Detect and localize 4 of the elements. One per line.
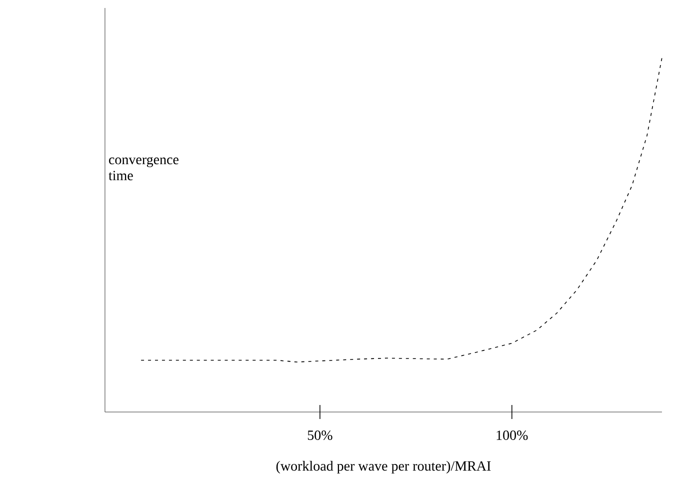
x-tick-label: 50% bbox=[308, 430, 332, 440]
y-axis-title: convergence time bbox=[108, 156, 178, 180]
x-axis-title: (workload per wave per router)/MRAI bbox=[276, 460, 491, 474]
x-tick-label: 100% bbox=[496, 430, 528, 440]
